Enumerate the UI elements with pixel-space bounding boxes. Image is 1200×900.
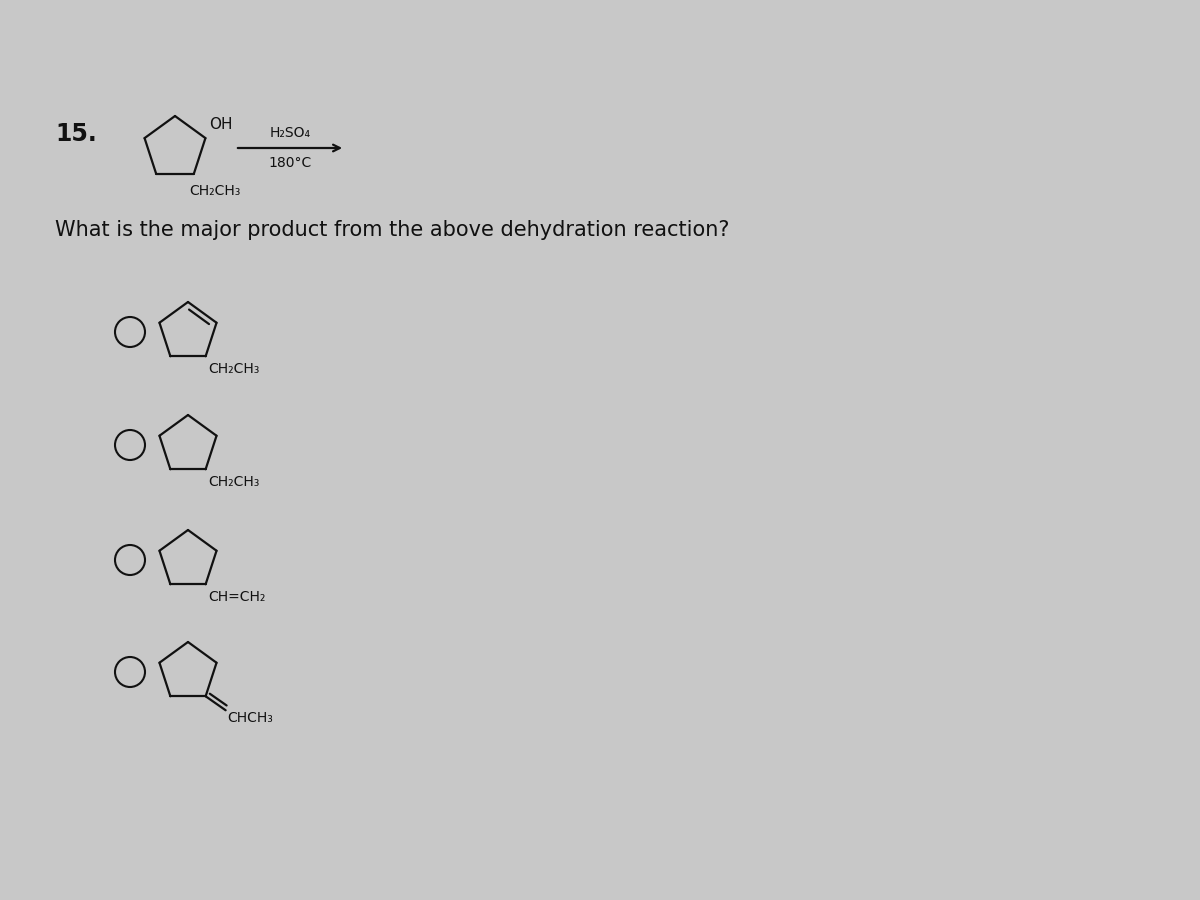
Text: CH₂CH₃: CH₂CH₃ — [188, 184, 240, 198]
Text: CH₂CH₃: CH₂CH₃ — [209, 363, 260, 376]
Text: What is the major product from the above dehydration reaction?: What is the major product from the above… — [55, 220, 730, 240]
Text: CHCH₃: CHCH₃ — [228, 711, 274, 725]
Text: CH=CH₂: CH=CH₂ — [209, 590, 266, 604]
Text: 180°C: 180°C — [269, 156, 312, 170]
Text: CH₂CH₃: CH₂CH₃ — [209, 475, 260, 490]
Text: 15.: 15. — [55, 122, 97, 146]
Text: H₂SO₄: H₂SO₄ — [270, 126, 311, 140]
Text: OH: OH — [210, 117, 233, 132]
